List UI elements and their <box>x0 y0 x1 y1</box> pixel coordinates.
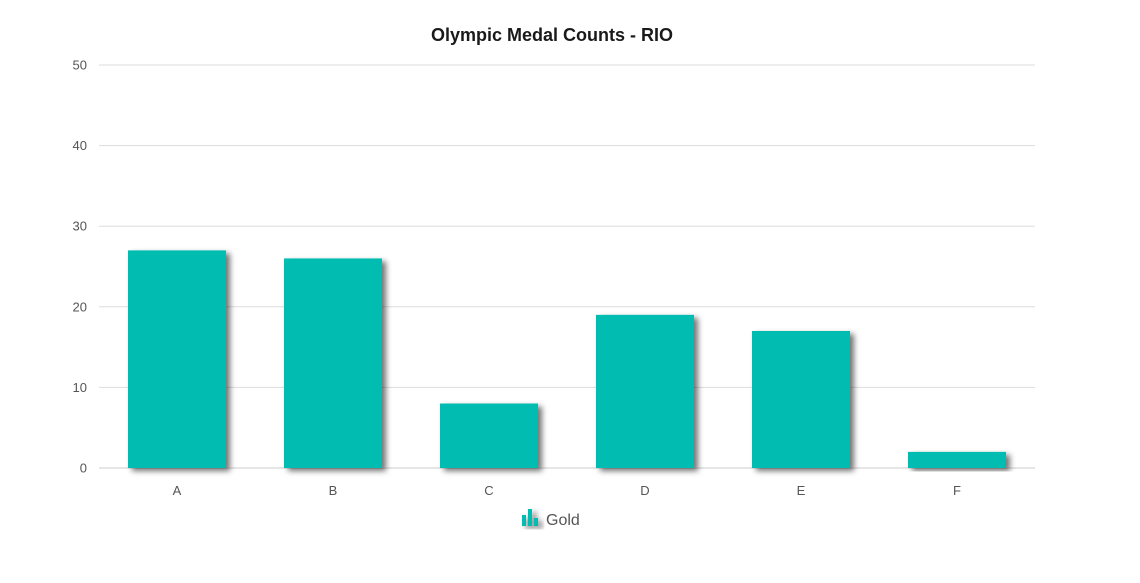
bar-e[interactable] <box>752 330 850 468</box>
y-tick-label: 50 <box>73 58 87 73</box>
y-axis-ticks: 0 10 20 30 40 50 <box>73 58 87 476</box>
bar-f[interactable] <box>908 451 1006 468</box>
x-tick-label-f: F <box>953 483 961 498</box>
x-tick-label-d: D <box>640 483 649 498</box>
y-tick-label: 10 <box>73 380 87 395</box>
x-tick-label-e: E <box>797 483 806 498</box>
x-tick-label-c: C <box>484 483 493 498</box>
bar-c[interactable] <box>440 403 538 468</box>
legend-label-gold: Gold <box>546 512 580 529</box>
bar-series <box>128 250 1006 468</box>
bar-b[interactable] <box>284 258 382 468</box>
y-tick-label: 0 <box>80 461 87 476</box>
x-tick-label-b: B <box>329 483 338 498</box>
y-tick-label: 20 <box>73 299 87 314</box>
gridlines <box>99 64 1035 469</box>
bar-a[interactable] <box>128 250 226 468</box>
x-tick-label-a: A <box>173 483 182 498</box>
y-tick-label: 30 <box>73 219 87 234</box>
chart-title: Olympic Medal Counts - RIO <box>431 25 673 45</box>
bar-d[interactable] <box>596 314 694 468</box>
y-tick-label: 40 <box>73 138 87 153</box>
legend[interactable]: Gold <box>522 509 580 529</box>
x-axis-ticks: A B C D E F <box>173 483 961 498</box>
bar-chart-icon <box>522 509 538 526</box>
